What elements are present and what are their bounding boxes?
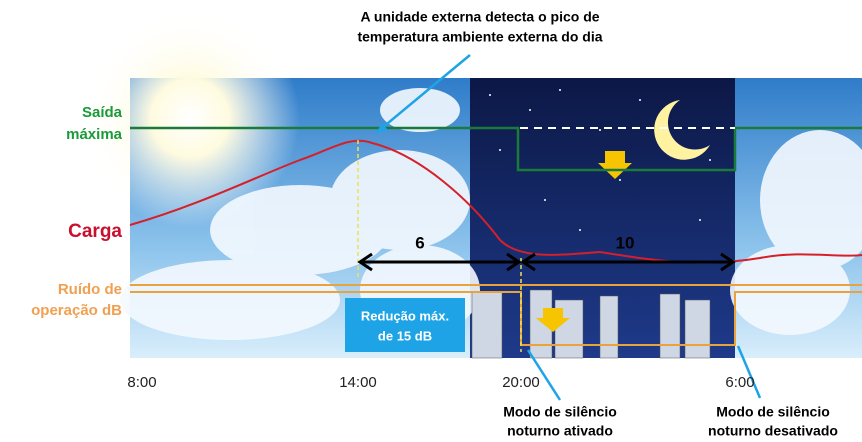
reduction-text: Redução máx.: [361, 308, 449, 323]
top-note: A unidade externa detecta o pico de: [360, 9, 599, 25]
noise-label: operação dB: [31, 302, 122, 319]
max-output-label: Saída: [82, 104, 123, 121]
duration: 10: [616, 233, 635, 252]
max-output-label: máxima: [66, 126, 123, 143]
background: [80, 8, 862, 359]
time-label: 6:00: [725, 374, 754, 391]
bottom-note: Modo de silêncio: [716, 404, 830, 420]
time-label: 20:00: [502, 374, 540, 391]
top-note: temperatura ambiente externa do dia: [357, 29, 602, 45]
time-label: 14:00: [339, 374, 377, 391]
load-label: Carga: [68, 221, 122, 242]
reduction-text: de 15 dB: [378, 328, 432, 343]
bottom-note: Modo de silêncio: [503, 404, 617, 420]
lines: [129, 54, 862, 401]
bottom-note: noturno desativado: [708, 423, 838, 439]
duration: 6: [415, 233, 424, 252]
noise-label: Ruído de: [58, 281, 122, 298]
reduction-box: [345, 298, 465, 352]
time-label: 8:00: [127, 374, 156, 391]
bottom-note: noturno ativado: [507, 423, 613, 439]
